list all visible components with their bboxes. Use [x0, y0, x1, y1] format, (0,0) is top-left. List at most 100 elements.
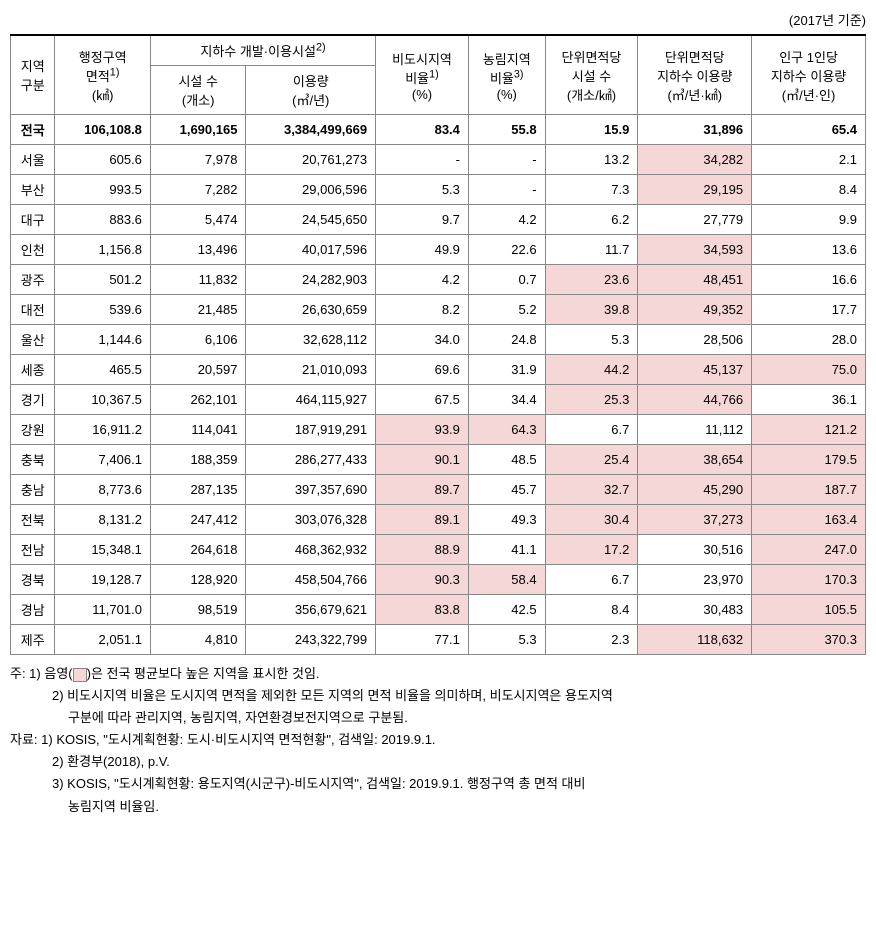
source-3b: 농림지역 비율임.: [10, 796, 866, 818]
table-cell: 8,773.6: [55, 475, 151, 505]
table-cell: 21,485: [150, 295, 246, 325]
table-cell: 163.4: [752, 505, 866, 535]
table-cell: 243,322,799: [246, 625, 376, 655]
table-cell: 11,832: [150, 265, 246, 295]
note-2b: 구분에 따라 관리지역, 농림지역, 자연환경보전지역으로 구분됨.: [10, 707, 866, 729]
table-cell: 77.1: [376, 625, 469, 655]
table-cell: 경기: [11, 385, 55, 415]
table-cell: 89.7: [376, 475, 469, 505]
table-cell: 13.2: [545, 145, 638, 175]
table-row: 경북19,128.7128,920458,504,76690.358.46.72…: [11, 565, 866, 595]
table-cell: 16.6: [752, 265, 866, 295]
table-cell: 370.3: [752, 625, 866, 655]
table-cell: 55.8: [468, 115, 545, 145]
table-row: 충북7,406.1188,359286,277,43390.148.525.43…: [11, 445, 866, 475]
shade-legend-box: [73, 668, 87, 682]
table-cell: 93.9: [376, 415, 469, 445]
table-cell: 90.1: [376, 445, 469, 475]
table-cell: 75.0: [752, 355, 866, 385]
table-cell: 49.3: [468, 505, 545, 535]
table-cell: 8.4: [545, 595, 638, 625]
table-cell: 883.6: [55, 205, 151, 235]
table-cell: 5.3: [468, 625, 545, 655]
table-cell: 25.4: [545, 445, 638, 475]
table-row: 충남8,773.6287,135397,357,69089.745.732.74…: [11, 475, 866, 505]
note-1: 주: 1) 음영()은 전국 평균보다 높은 지역을 표시한 것임.: [10, 663, 866, 685]
table-cell: 179.5: [752, 445, 866, 475]
col-region: 지역구분: [11, 35, 55, 115]
table-cell: 38,654: [638, 445, 752, 475]
table-cell: 29,006,596: [246, 175, 376, 205]
table-row: 제주2,051.14,810243,322,79977.15.32.3118,6…: [11, 625, 866, 655]
table-cell: 1,690,165: [150, 115, 246, 145]
table-cell: 286,277,433: [246, 445, 376, 475]
table-cell: 89.1: [376, 505, 469, 535]
table-cell: 울산: [11, 325, 55, 355]
table-cell: 28.0: [752, 325, 866, 355]
source-3: 3) KOSIS, "도시계획현황: 용도지역(시군구)-비도시지역", 검색일…: [10, 773, 866, 795]
table-cell: 30.4: [545, 505, 638, 535]
table-cell: 34,593: [638, 235, 752, 265]
table-cell: 287,135: [150, 475, 246, 505]
table-cell: 34,282: [638, 145, 752, 175]
table-row: 광주501.211,83224,282,9034.20.723.648,4511…: [11, 265, 866, 295]
table-cell: 충북: [11, 445, 55, 475]
table-cell: 23,970: [638, 565, 752, 595]
table-cell: 42.5: [468, 595, 545, 625]
table-cell: 10,367.5: [55, 385, 151, 415]
table-cell: 49.9: [376, 235, 469, 265]
table-cell: 11,112: [638, 415, 752, 445]
table-cell: 13,496: [150, 235, 246, 265]
table-cell: 3,384,499,669: [246, 115, 376, 145]
table-cell: 19,128.7: [55, 565, 151, 595]
table-cell: 강원: [11, 415, 55, 445]
table-cell: 23.6: [545, 265, 638, 295]
table-cell: 69.6: [376, 355, 469, 385]
table-cell: 187.7: [752, 475, 866, 505]
col-usage: 이용량(㎥/년): [246, 66, 376, 115]
table-row: 대전539.621,48526,630,6598.25.239.849,3521…: [11, 295, 866, 325]
note-2: 2) 비도시지역 비율은 도시지역 면적을 제외한 모든 지역의 면적 비율을 …: [10, 685, 866, 707]
table-cell: 31.9: [468, 355, 545, 385]
table-header: 지역구분 행정구역면적1)(㎢) 지하수 개발·이용시설2) 비도시지역비율1)…: [11, 35, 866, 115]
table-cell: 11,701.0: [55, 595, 151, 625]
table-cell: 32,628,112: [246, 325, 376, 355]
table-cell: 6,106: [150, 325, 246, 355]
table-cell: 128,920: [150, 565, 246, 595]
table-cell: 105.5: [752, 595, 866, 625]
table-row: 부산993.57,28229,006,5965.3-7.329,1958.4: [11, 175, 866, 205]
table-cell: 9.9: [752, 205, 866, 235]
table-cell: 118,632: [638, 625, 752, 655]
table-cell: 106,108.8: [55, 115, 151, 145]
table-cell: 464,115,927: [246, 385, 376, 415]
table-cell: 서울: [11, 145, 55, 175]
table-cell: 64.3: [468, 415, 545, 445]
table-cell: 전북: [11, 505, 55, 535]
table-cell: 34.0: [376, 325, 469, 355]
table-row: 세종465.520,59721,010,09369.631.944.245,13…: [11, 355, 866, 385]
table-cell: 187,919,291: [246, 415, 376, 445]
basis-year: (2017년 기준): [10, 10, 866, 29]
table-cell: 397,357,690: [246, 475, 376, 505]
table-cell: 41.1: [468, 535, 545, 565]
table-cell: 1,156.8: [55, 235, 151, 265]
col-facility-count: 시설 수(개소): [150, 66, 246, 115]
table-row: 인천1,156.813,49640,017,59649.922.611.734,…: [11, 235, 866, 265]
table-cell: 2.3: [545, 625, 638, 655]
table-cell: 121.2: [752, 415, 866, 445]
table-cell: 458,504,766: [246, 565, 376, 595]
table-cell: 83.8: [376, 595, 469, 625]
table-cell: 17.7: [752, 295, 866, 325]
table-cell: 대전: [11, 295, 55, 325]
table-cell: 30,516: [638, 535, 752, 565]
table-cell: 부산: [11, 175, 55, 205]
table-row: 강원16,911.2114,041187,919,29193.964.36.71…: [11, 415, 866, 445]
table-cell: 90.3: [376, 565, 469, 595]
table-cell: 25.3: [545, 385, 638, 415]
table-cell: 465.5: [55, 355, 151, 385]
table-cell: 24,545,650: [246, 205, 376, 235]
table-cell: -: [468, 175, 545, 205]
table-cell: 6.7: [545, 415, 638, 445]
table-cell: 7,282: [150, 175, 246, 205]
table-row: 서울605.67,97820,761,273--13.234,2822.1: [11, 145, 866, 175]
